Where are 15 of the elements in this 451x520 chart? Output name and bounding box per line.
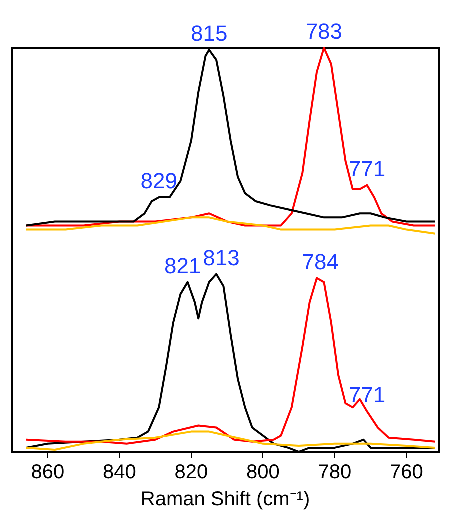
x-tick-label: 780 (318, 462, 352, 484)
annotation: 771 (348, 382, 386, 408)
annotation: 813 (203, 245, 240, 270)
annotation: 784 (302, 249, 339, 274)
x-tick-label: 860 (31, 462, 65, 484)
x-axis-title: Raman Shift (cm⁻¹) (140, 488, 310, 511)
x-tick-label: 800 (246, 462, 280, 484)
annotation: 829 (140, 168, 178, 194)
x-tick-label: 840 (102, 462, 136, 484)
x-tick-label: 820 (174, 462, 208, 484)
annotation: 783 (306, 19, 343, 44)
annotation: 815 (190, 21, 228, 46)
annotation: 821 (164, 253, 202, 278)
x-tick-label: 760 (390, 462, 424, 484)
annotation: 771 (348, 156, 386, 182)
